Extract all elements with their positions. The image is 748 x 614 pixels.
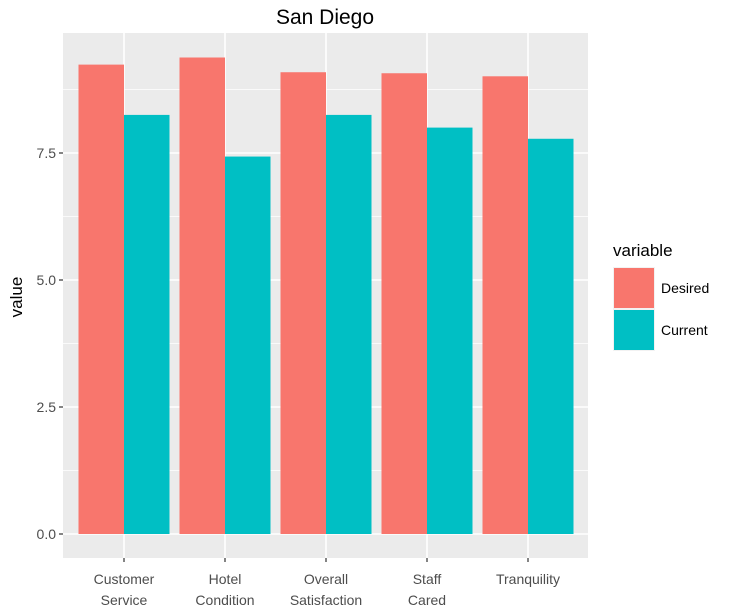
x-tick-label: Tranquility: [496, 571, 560, 587]
bar-current-4: [528, 138, 574, 534]
x-tick-label: Customer Service: [94, 571, 155, 608]
y-axis-title: value: [7, 277, 26, 318]
x-tick-label: Hotel Condition: [195, 571, 254, 608]
bar-desired-3: [381, 73, 427, 534]
bar-desired-4: [482, 76, 528, 535]
chart-title: San Diego: [276, 6, 374, 29]
bar-current-1: [225, 156, 271, 534]
legend-label-current: Current: [661, 322, 708, 338]
x-tick-label: Staff Cared: [408, 571, 446, 608]
y-axis: 0.0 2.5 5.0 7.5: [37, 145, 63, 542]
y-tick-label: 5.0: [37, 272, 57, 288]
x-tick-label: Overall Satisfaction: [290, 571, 362, 608]
bar-current-3: [427, 127, 473, 534]
x-axis: Customer Service Hotel Condition Overall Sati…: [94, 558, 560, 608]
y-tick-label: 7.5: [37, 145, 57, 161]
bar-desired-2: [280, 72, 326, 534]
legend-label-desired: Desired: [661, 280, 709, 296]
legend-title: variable: [613, 241, 673, 260]
y-tick-label: 0.0: [37, 526, 57, 542]
legend-key-desired: [614, 268, 654, 308]
y-tick-label: 2.5: [37, 399, 57, 415]
legend: variable Desired Current: [613, 241, 709, 351]
bar-current-2: [326, 114, 372, 535]
bar-desired-0: [78, 64, 124, 534]
bar-current-0: [124, 114, 170, 535]
bar-desired-1: [179, 57, 225, 534]
plot-panel: [63, 33, 588, 558]
legend-key-current: [614, 310, 654, 350]
